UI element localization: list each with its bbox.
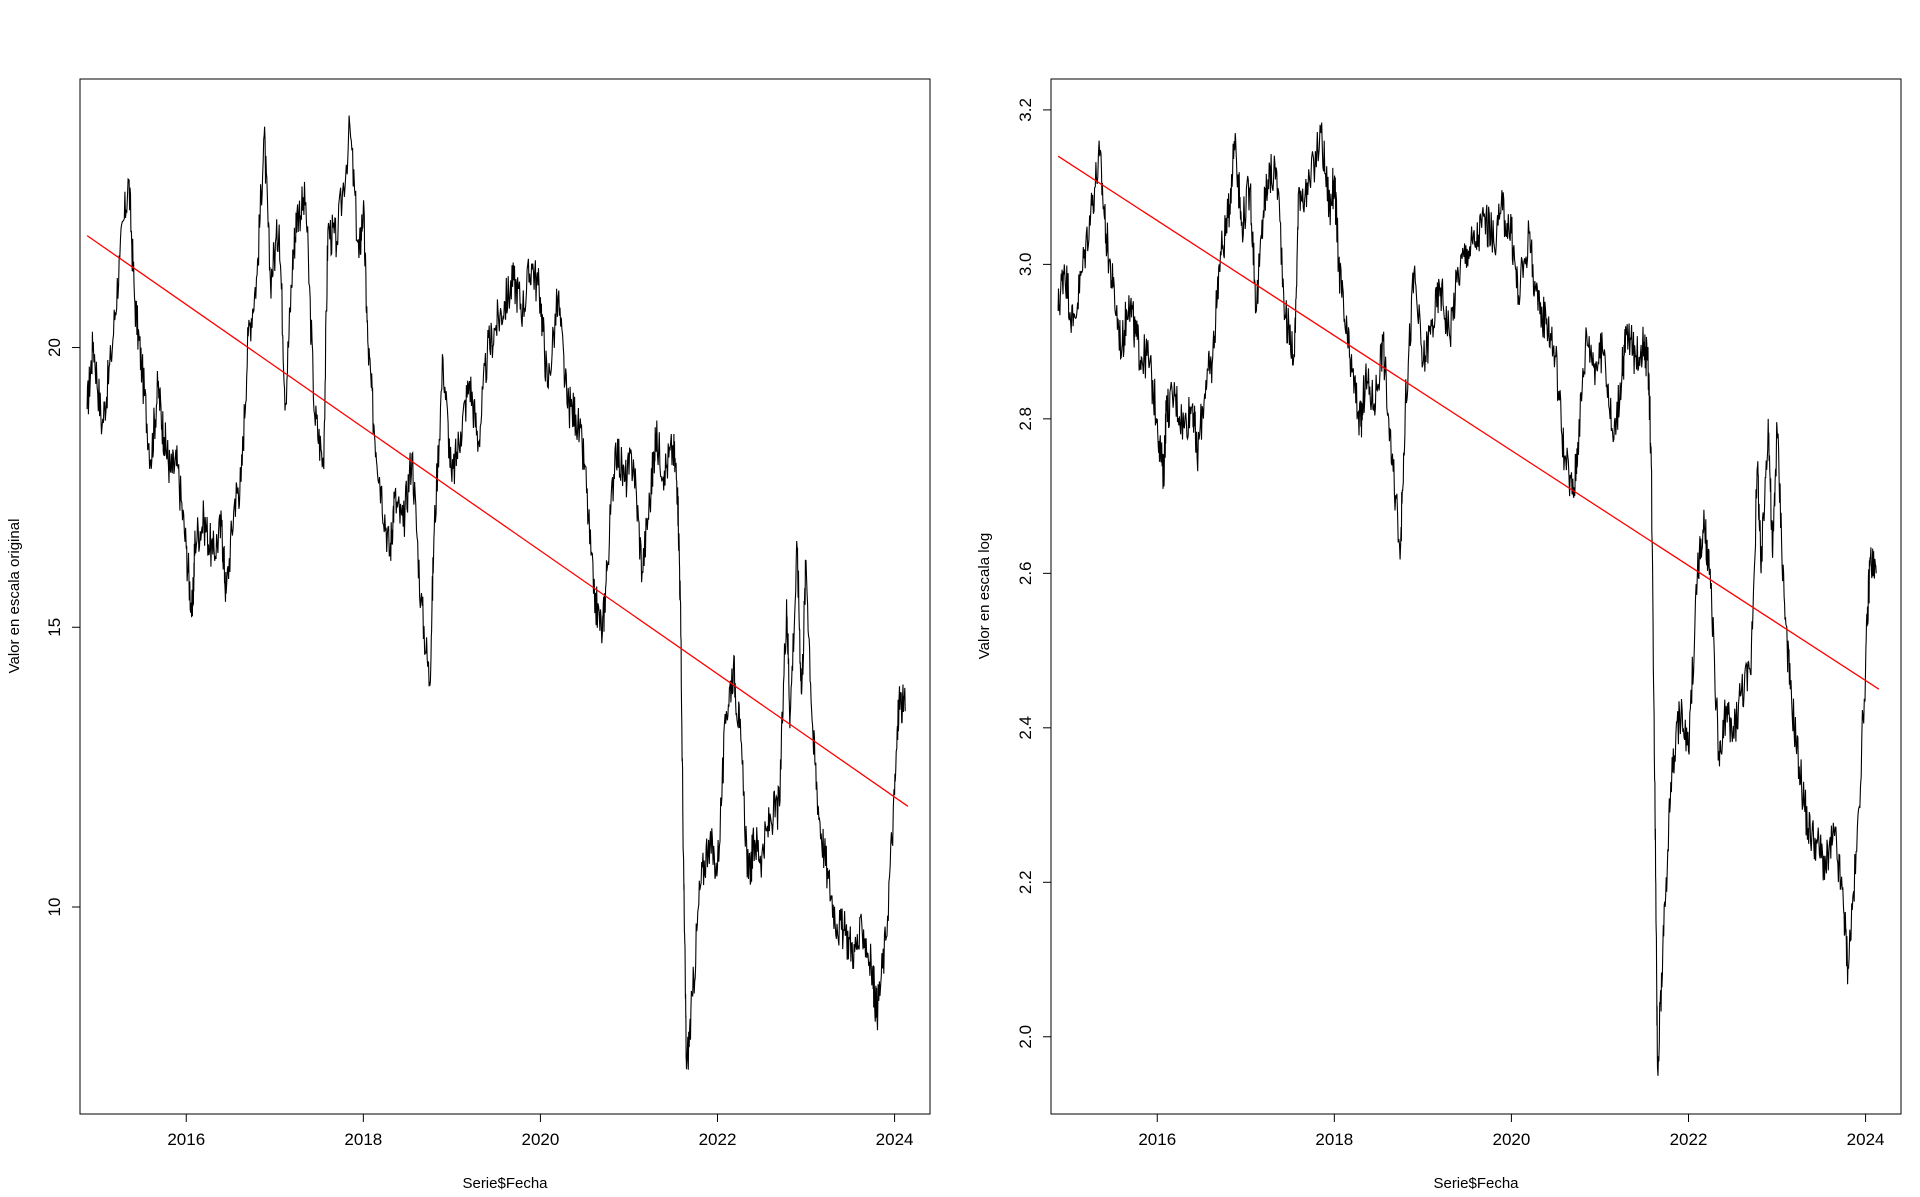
right-x-tick-label: 2020: [1493, 1130, 1531, 1149]
right-plot-panel: 2016 2018 2020 2022 2024 2.0 2.2 2.4 2.6 2.8 3.0 3.…: [976, 78, 1902, 1192]
right-y-tick-label: 2.0: [1016, 1025, 1035, 1049]
left-y-tick-label: 10: [45, 898, 64, 917]
left-y-tick-label: 15: [45, 618, 64, 637]
right-trend-line: [1057, 155, 1880, 690]
left-plot-frame: [79, 78, 931, 1115]
right-x-tick-label: 2024: [1847, 1130, 1885, 1149]
right-series-line: [1057, 122, 1877, 1076]
left-x-tick-label: 2016: [167, 1130, 205, 1149]
left-x-axis-label: Serie$Fecha: [462, 1175, 548, 1192]
right-x-tick-label: 2018: [1315, 1130, 1353, 1149]
right-plot-marks: 2016 2018 2020 2022 2024 2.0 2.2 2.4 2.6 2.8 3.0 3.…: [1016, 98, 1884, 1149]
right-y-tick-label: 2.6: [1016, 562, 1035, 586]
left-y-axis-label: Valor en escala original: [6, 519, 23, 674]
right-y-tick-label: 2.4: [1016, 716, 1035, 740]
right-y-tick-label: 3.0: [1016, 253, 1035, 277]
right-y-axis-label: Valor en escala log: [976, 533, 993, 659]
left-x-tick-label: 2018: [344, 1130, 382, 1149]
right-x-tick-label: 2016: [1138, 1130, 1176, 1149]
right-y-tick-label: 3.2: [1016, 98, 1035, 122]
left-x-tick-label: 2020: [522, 1130, 560, 1149]
right-y-tick-label: 2.2: [1016, 870, 1035, 894]
left-plot-panel: 2016 2018 2020 2022 2024 10 15 20 Serie$Fecha V…: [6, 78, 931, 1192]
right-plot-frame: [1050, 78, 1902, 1115]
left-y-tick-label: 20: [45, 338, 64, 357]
left-series-line: [86, 115, 906, 1070]
left-x-tick-label: 2024: [876, 1130, 914, 1149]
right-y-tick-label: 2.8: [1016, 407, 1035, 431]
left-plot-marks: 2016 2018 2020 2022 2024 10 15 20: [45, 115, 914, 1149]
left-x-tick-label: 2022: [699, 1130, 737, 1149]
right-x-axis-label: Serie$Fecha: [1433, 1175, 1519, 1192]
left-trend-line: [86, 235, 909, 807]
right-x-tick-label: 2022: [1670, 1130, 1708, 1149]
